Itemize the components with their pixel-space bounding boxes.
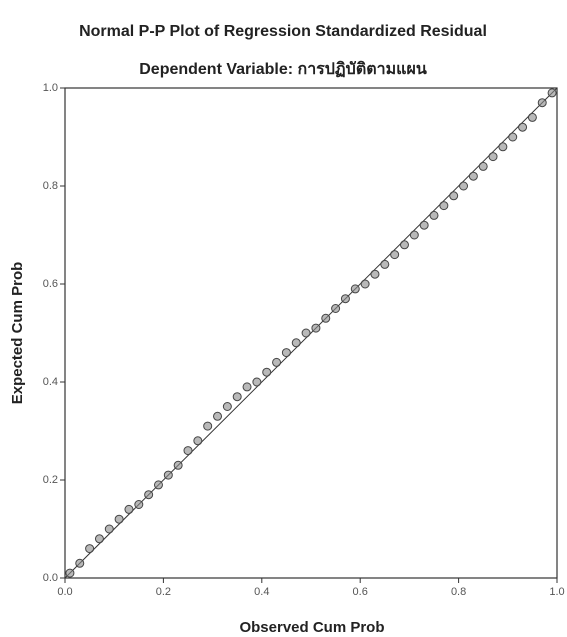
data-point	[75, 558, 85, 568]
data-point	[340, 294, 350, 304]
y-tick-label: 0.4	[43, 376, 58, 388]
data-point	[104, 524, 114, 534]
y-tick-label: 0.2	[43, 474, 58, 486]
data-point	[65, 568, 75, 578]
data-point	[399, 240, 409, 250]
data-point	[537, 98, 547, 108]
data-point	[459, 181, 469, 191]
data-point	[183, 446, 193, 456]
data-point	[153, 480, 163, 490]
data-point	[498, 142, 508, 152]
chart-subtitle: Dependent Variable: การปฏิบัติตามแผน	[139, 60, 427, 78]
data-point	[272, 357, 282, 367]
data-point	[124, 504, 134, 514]
data-point	[213, 411, 223, 421]
x-tick-label: 1.0	[549, 586, 564, 598]
data-point	[449, 191, 459, 201]
data-point	[281, 348, 291, 358]
data-point	[390, 250, 400, 260]
x-tick-label: 0.2	[156, 586, 171, 598]
y-tick-label: 1.0	[43, 82, 58, 94]
data-point	[163, 470, 173, 480]
data-point	[134, 500, 144, 509]
data-point	[331, 304, 341, 313]
data-point	[262, 367, 272, 377]
data-point	[94, 534, 104, 544]
y-tick-label: 0.6	[43, 278, 58, 290]
data-point	[252, 377, 262, 387]
plot-frame	[64, 87, 558, 579]
data-point	[173, 460, 183, 470]
y-tick-label: 0.8	[43, 180, 58, 192]
data-point	[488, 152, 498, 162]
data-point	[350, 284, 360, 294]
data-point	[380, 259, 390, 269]
x-axis-label: Observed Cum Prob	[239, 619, 384, 636]
data-point	[144, 490, 154, 500]
x-tick-label: 0.4	[254, 586, 269, 598]
data-point	[222, 402, 232, 411]
data-point	[193, 436, 203, 446]
y-axis-label: Expected Cum Prob	[9, 262, 26, 405]
data-point	[468, 171, 478, 181]
data-point	[527, 112, 537, 122]
data-point	[409, 230, 419, 240]
data-point	[508, 132, 518, 142]
data-point	[301, 328, 311, 338]
data-point	[291, 338, 301, 348]
data-point	[242, 382, 252, 392]
data-point	[429, 210, 439, 220]
data-point	[321, 313, 331, 323]
data-point	[518, 122, 528, 132]
data-point	[232, 392, 242, 402]
x-tick-label: 0.6	[353, 586, 368, 598]
x-tick-label: 0.0	[57, 586, 72, 598]
chart-title: Normal P-P Plot of Regression Standardiz…	[79, 23, 487, 40]
data-point	[478, 161, 488, 171]
data-point	[203, 421, 213, 431]
data-point	[85, 544, 95, 554]
x-tick-label: 0.8	[451, 586, 466, 598]
y-tick-label: 0.0	[43, 572, 58, 584]
data-point	[114, 514, 124, 524]
data-point	[311, 323, 321, 333]
data-point	[439, 201, 449, 211]
data-point	[419, 220, 429, 230]
data-point	[370, 269, 380, 279]
data-point	[547, 88, 557, 98]
data-point	[360, 279, 370, 289]
